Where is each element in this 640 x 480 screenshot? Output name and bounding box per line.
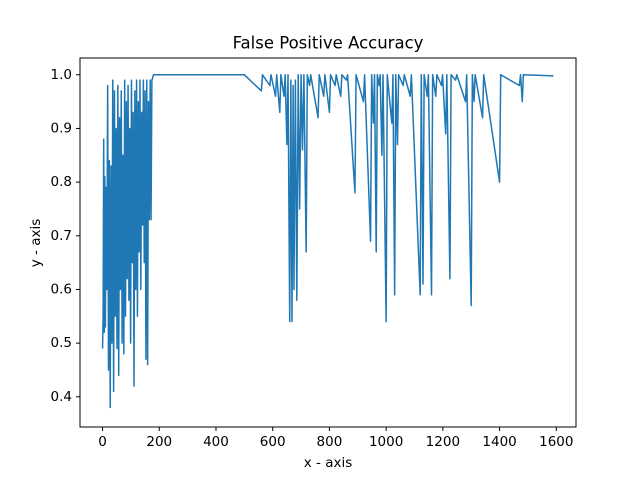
y-tick-label: 0.9	[51, 120, 72, 136]
y-tick-label: 0.4	[51, 389, 72, 405]
x-tick-label: 1000	[369, 434, 403, 450]
y-axis-label: y - axis	[28, 219, 44, 268]
y-tick-label: 0.6	[51, 281, 72, 297]
x-tick-label: 400	[203, 434, 229, 450]
x-tick-label: 800	[317, 434, 343, 450]
x-tick-label: 1200	[426, 434, 460, 450]
x-tick-label: 0	[98, 434, 107, 450]
y-tick-label: 0.7	[51, 228, 72, 244]
y-tick-label: 1.0	[51, 67, 72, 83]
chart-title: False Positive Accuracy	[233, 34, 424, 53]
x-tick-label: 200	[146, 434, 172, 450]
data-line	[101, 74, 554, 409]
x-axis-label: x - axis	[304, 455, 353, 471]
x-tick-label: 1600	[539, 434, 573, 450]
x-tick-label: 1400	[482, 434, 516, 450]
y-tick-label: 0.8	[51, 174, 72, 190]
y-tick-label: 0.5	[51, 335, 72, 351]
plot-frame	[79, 57, 577, 428]
x-tick-label: 600	[260, 434, 286, 450]
